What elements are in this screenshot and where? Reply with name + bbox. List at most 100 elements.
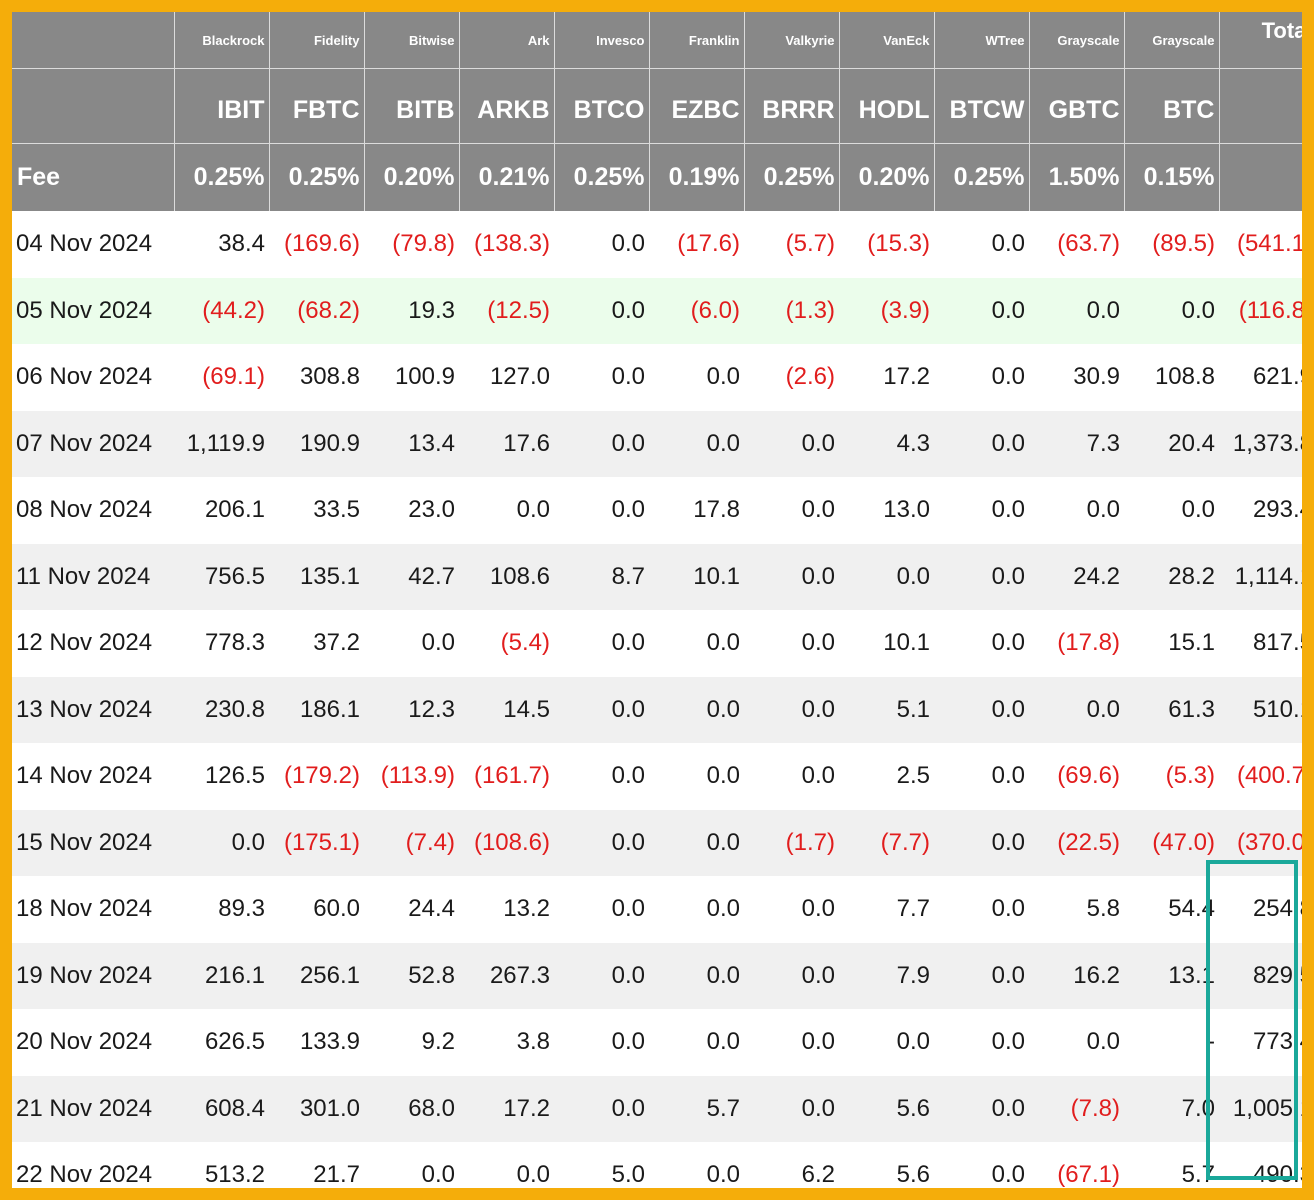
- issuer-header-cell: VanEck: [839, 12, 935, 69]
- total-header: Total: [1219, 12, 1302, 69]
- flow-value-cell: 0.0: [649, 410, 744, 477]
- flow-value-cell: (108.6): [459, 809, 554, 876]
- total-value-cell: 1,005.1: [1219, 1075, 1302, 1142]
- table-row: 12 Nov 2024 778.3 37.2 0.0 (5.4) 0.0 0.0 0.0 10.…: [12, 610, 1302, 677]
- flow-value-cell: 7.0: [1124, 1075, 1219, 1142]
- total-header-spacer: [1219, 143, 1302, 211]
- issuer-header-cell: WTree: [934, 12, 1030, 69]
- flow-value-cell: 2.5: [839, 743, 934, 810]
- table-row: 15 Nov 2024 0.0 (175.1) (7.4) (108.6) 0.0 0.0(…: [12, 809, 1302, 876]
- flow-value-cell: 0.0: [934, 410, 1029, 477]
- flow-value-cell: 0.0: [934, 277, 1029, 344]
- flow-value-cell: 0.0: [934, 477, 1029, 544]
- flow-value-cell: (6.0): [649, 277, 744, 344]
- flow-value-cell: (69.6): [1029, 743, 1124, 810]
- etf-flows-table: Blackrock Fidelity Bitwise Ark Invesco Frankl…: [12, 12, 1302, 1188]
- flow-value-cell: (175.1): [269, 809, 364, 876]
- flow-value-cell: 0.0: [649, 676, 744, 743]
- date-cell: 05 Nov 2024: [12, 277, 174, 344]
- flow-value-cell: 0.0: [744, 410, 839, 477]
- flow-value-cell: 308.8: [269, 344, 364, 411]
- date-cell: 22 Nov 2024: [12, 1142, 174, 1188]
- flow-value-cell: 15.1: [1124, 610, 1219, 677]
- flow-value-cell: 0.0: [744, 743, 839, 810]
- flow-value-cell: 0.0: [649, 809, 744, 876]
- flow-value-cell: 14.5: [459, 676, 554, 743]
- flow-value-cell: 0.0: [934, 676, 1029, 743]
- fee-header-cell: 0.25%: [269, 143, 365, 211]
- flow-value-cell: (1.7): [744, 809, 839, 876]
- flow-value-cell: (1.3): [744, 277, 839, 344]
- flow-value-cell: 38.4: [174, 211, 269, 278]
- fee-label: Fee: [12, 143, 175, 211]
- ticker-header-cell: BTC: [1124, 68, 1220, 144]
- ticker-header-cell: FBTC: [269, 68, 365, 144]
- flow-value-cell: 0.0: [649, 942, 744, 1009]
- flow-value-cell: 17.2: [839, 344, 934, 411]
- flow-value-cell: 13.0: [839, 477, 934, 544]
- total-header-spacer: [1219, 68, 1302, 144]
- flow-value-cell: 0.0: [459, 1142, 554, 1188]
- flow-value-cell: 5.7: [649, 1075, 744, 1142]
- flow-value-cell: 0.0: [934, 610, 1029, 677]
- flow-value-cell: 0.0: [554, 211, 649, 278]
- flow-value-cell: 216.1: [174, 942, 269, 1009]
- flow-value-cell: 24.2: [1029, 543, 1124, 610]
- flow-value-cell: 0.0: [364, 1142, 459, 1188]
- date-cell: 15 Nov 2024: [12, 809, 174, 876]
- flow-value-cell: 0.0: [744, 610, 839, 677]
- flow-value-cell: 7.7: [839, 876, 934, 943]
- flow-value-cell: 0.0: [744, 1009, 839, 1076]
- flow-value-cell: 30.9: [1029, 344, 1124, 411]
- flow-value-cell: (2.6): [744, 344, 839, 411]
- table-row: 11 Nov 2024 756.5 135.1 42.7 108.6 8.7 10.1 0.0…: [12, 543, 1302, 610]
- issuer-header-cell: Invesco: [554, 12, 650, 69]
- issuer-header-cell: Grayscale: [1029, 12, 1125, 69]
- date-cell: 07 Nov 2024: [12, 410, 174, 477]
- flow-value-cell: (44.2): [174, 277, 269, 344]
- flow-value-cell: 13.2: [459, 876, 554, 943]
- flow-value-cell: (47.0): [1124, 809, 1219, 876]
- flow-value-cell: (113.9): [364, 743, 459, 810]
- flow-value-cell: 23.0: [364, 477, 459, 544]
- flow-value-cell: 0.0: [744, 477, 839, 544]
- flow-value-cell: 0.0: [1029, 277, 1124, 344]
- table-row: 13 Nov 2024 230.8 186.1 12.3 14.5 0.0 0.0 0.0 5.…: [12, 676, 1302, 743]
- flow-value-cell: 100.9: [364, 344, 459, 411]
- flow-value-cell: 0.0: [934, 1142, 1029, 1188]
- table-row: 14 Nov 2024 126.5 (179.2) (113.9) (161.7) 0.0…: [12, 743, 1302, 810]
- flow-value-cell: (5.4): [459, 610, 554, 677]
- flow-value-cell: 133.9: [269, 1009, 364, 1076]
- ticker-header-cell: GBTC: [1029, 68, 1125, 144]
- total-value-cell: 490.3: [1219, 1142, 1302, 1188]
- flow-value-cell: 0.0: [934, 876, 1029, 943]
- flow-value-cell: 0.0: [554, 1075, 649, 1142]
- flow-value-cell: 0.0: [649, 743, 744, 810]
- flow-value-cell: 17.8: [649, 477, 744, 544]
- fee-header-row: Fee 0.25% 0.25% 0.20% 0.21% 0.25% 0.19% 0.25% 0.…: [12, 143, 1302, 211]
- flow-value-cell: 16.2: [1029, 942, 1124, 1009]
- flow-value-cell: 626.5: [174, 1009, 269, 1076]
- total-value-cell: (400.7): [1219, 743, 1302, 810]
- flow-value-cell: 0.0: [554, 809, 649, 876]
- flow-value-cell: 0.0: [1029, 1009, 1124, 1076]
- flow-value-cell: 6.2: [744, 1142, 839, 1188]
- flow-value-cell: 5.6: [839, 1075, 934, 1142]
- flow-value-cell: 0.0: [934, 809, 1029, 876]
- header-corner: [12, 12, 175, 69]
- total-value-cell: 293.4: [1219, 477, 1302, 544]
- date-cell: 14 Nov 2024: [12, 743, 174, 810]
- total-value-cell: 1,114.1: [1219, 543, 1302, 610]
- total-value-cell: (370.0): [1219, 809, 1302, 876]
- flow-value-cell: 0.0: [1124, 277, 1219, 344]
- issuer-header-cell: Blackrock: [174, 12, 270, 69]
- flow-value-cell: 12.3: [364, 676, 459, 743]
- flow-value-cell: 0.0: [839, 543, 934, 610]
- flow-value-cell: 20.4: [1124, 410, 1219, 477]
- flow-value-cell: (68.2): [269, 277, 364, 344]
- fee-header-cell: 0.15%: [1124, 143, 1220, 211]
- total-value-cell: 510.1: [1219, 676, 1302, 743]
- flow-value-cell: 0.0: [744, 876, 839, 943]
- date-cell: 18 Nov 2024: [12, 876, 174, 943]
- flow-value-cell: 0.0: [364, 610, 459, 677]
